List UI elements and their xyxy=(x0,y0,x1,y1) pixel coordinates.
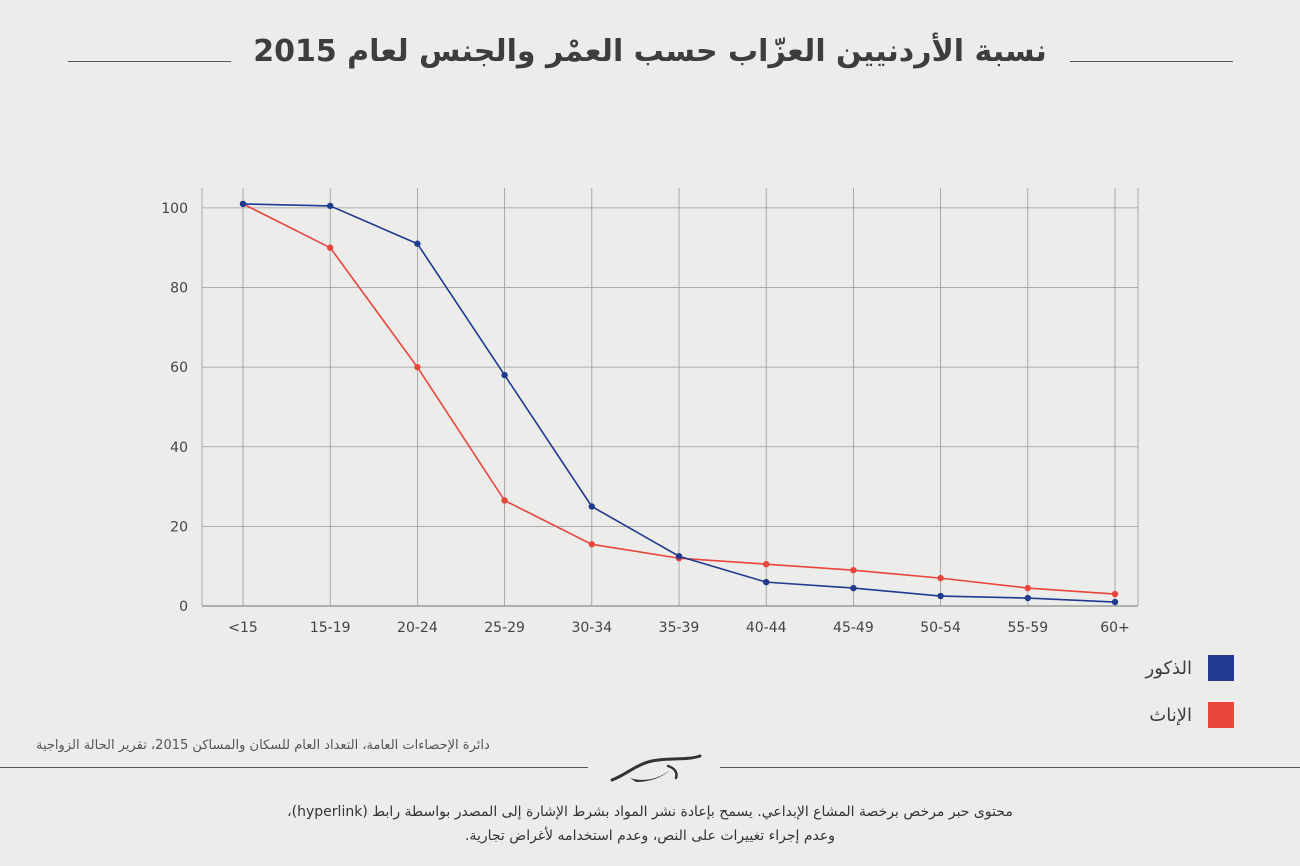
license-footer: محتوى حبر مرخص برخصة المشاع الإبداعي. يس… xyxy=(0,800,1300,848)
data-point xyxy=(1111,590,1119,598)
data-point xyxy=(414,363,421,371)
legend-swatch-female xyxy=(1208,702,1234,728)
chart-title: نسبة الأردنيين العزّاب حسب العمْر والجنس… xyxy=(253,34,1047,69)
data-point xyxy=(588,503,595,510)
y-tick-label: 0 xyxy=(179,599,188,615)
legend-item-male: الذكور xyxy=(1100,655,1234,681)
data-point xyxy=(1024,584,1032,592)
x-tick-label: <15 xyxy=(228,620,258,636)
x-tick-label: 45-49 xyxy=(833,620,874,636)
legend-item-female: الإناث xyxy=(1100,702,1234,728)
data-point xyxy=(937,574,944,582)
x-tick-label: 15-19 xyxy=(310,620,351,636)
data-point xyxy=(588,541,595,548)
title-rule-left xyxy=(68,61,231,62)
data-point xyxy=(327,202,334,210)
data-point xyxy=(1024,594,1032,602)
data-point xyxy=(675,553,683,560)
data-point xyxy=(850,566,857,574)
data-point xyxy=(937,592,944,600)
x-tick-label: 40-44 xyxy=(746,620,787,636)
y-tick-label: 40 xyxy=(170,440,188,456)
legend-swatch-male xyxy=(1208,655,1234,681)
y-tick-label: 20 xyxy=(170,519,188,535)
license-line-2: وعدم إجراء تغييرات على النص، وعدم استخدا… xyxy=(465,828,835,844)
hibr-logo-icon xyxy=(610,754,702,782)
y-tick-label: 60 xyxy=(170,360,188,376)
legend-label-male: الذكور xyxy=(1145,657,1193,679)
y-tick-label: 80 xyxy=(170,281,188,297)
x-tick-label: 20-24 xyxy=(397,620,438,636)
x-tick-label: 60+ xyxy=(1100,620,1130,636)
data-point xyxy=(239,200,247,208)
data-point xyxy=(763,578,770,586)
x-tick-label: 35-39 xyxy=(659,620,700,636)
x-tick-label: 30-34 xyxy=(571,620,612,636)
chart-grid xyxy=(201,188,1139,607)
title-rule-right xyxy=(1070,61,1233,62)
data-point xyxy=(327,244,334,251)
legend-label-female: الإناث xyxy=(1149,704,1192,726)
license-line-1: محتوى حبر مرخص برخصة المشاع الإبداعي. يس… xyxy=(287,804,1013,820)
source-note: دائرة الإحصاءات العامة، التعداد العام لل… xyxy=(36,738,490,753)
data-point xyxy=(414,240,421,247)
x-tick-label: 50-54 xyxy=(920,620,961,636)
data-point xyxy=(501,371,508,379)
line-chart: 0 20 40 60 80 100 <15 15-19 20-24 25-29 30-34 35-3… xyxy=(161,188,1139,636)
data-point xyxy=(501,497,508,504)
y-tick-labels: 0 20 40 60 80 100 xyxy=(161,201,188,615)
footer-rule-left xyxy=(0,767,588,768)
data-point xyxy=(850,584,857,592)
x-tick-label: 25-29 xyxy=(484,620,525,636)
footer-rule-right xyxy=(720,767,1300,768)
data-point xyxy=(763,561,770,568)
data-point xyxy=(1111,598,1119,606)
x-tick-labels: <15 15-19 20-24 25-29 30-34 35-39 40-44 45-49 50… xyxy=(228,620,1130,636)
x-tick-label: 55-59 xyxy=(1007,620,1048,636)
y-tick-label: 100 xyxy=(161,201,188,217)
series-points xyxy=(239,200,1119,606)
